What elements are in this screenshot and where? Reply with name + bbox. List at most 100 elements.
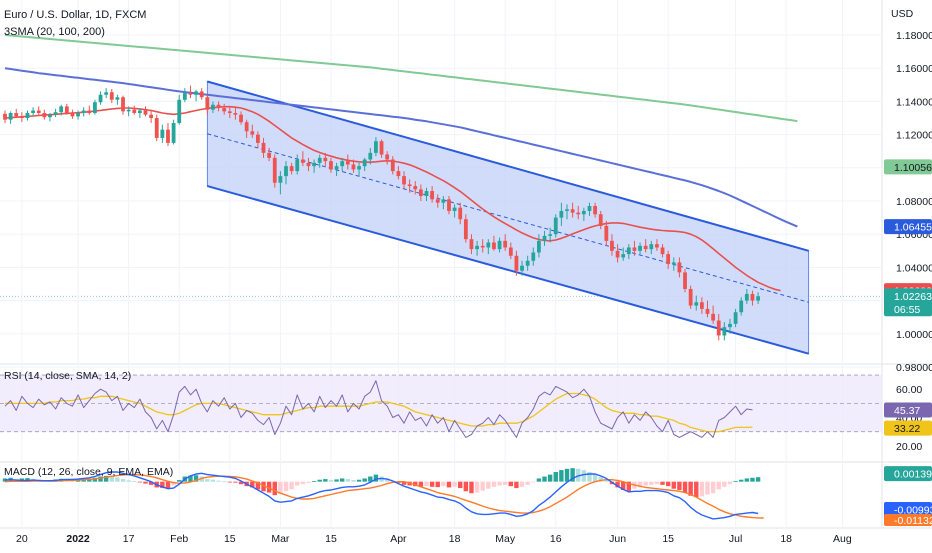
macd-hist-bar [373, 474, 379, 482]
candle [143, 106, 148, 117]
candle-body [480, 245, 485, 248]
macd-hist-bar [682, 481, 688, 493]
candle-body [300, 159, 305, 163]
macd-hist-bar [497, 481, 502, 486]
candle-body [537, 240, 541, 253]
candle [542, 230, 547, 246]
candle-body [42, 113, 47, 118]
candle [126, 106, 131, 117]
candle-body [694, 302, 699, 306]
candle [317, 154, 322, 168]
macd-hist-bar [727, 481, 733, 485]
candle [441, 196, 446, 210]
candle [480, 239, 485, 253]
candle [182, 88, 187, 103]
candle [565, 204, 569, 220]
candle [632, 240, 637, 256]
rsi-ma-tag-box [884, 420, 932, 436]
sma200-line [4, 34, 798, 123]
candle-body [284, 166, 288, 177]
candle-body [227, 111, 232, 114]
candle [638, 242, 642, 255]
macd-hist-bar [536, 478, 542, 482]
macd-signal-tag-box [884, 514, 932, 526]
candle-body [374, 141, 378, 153]
macd-hist-bar [474, 481, 480, 493]
candle [660, 244, 665, 258]
study-title: 3SMA (20, 100, 200) [4, 26, 105, 38]
macd-hist-bar [592, 473, 598, 482]
candle [199, 88, 204, 100]
last-price-tag-text: 1.02263 [894, 291, 932, 303]
candle-body [64, 106, 69, 114]
macd-hist-bar [300, 481, 306, 485]
macd-hist-bar [345, 479, 351, 482]
macd-hist-bar [542, 476, 547, 482]
last-price-tag-box [884, 288, 932, 317]
candle-body [199, 91, 204, 98]
macd-hist-bar [508, 481, 513, 487]
candle [553, 214, 558, 238]
macd-hist-bar [148, 481, 154, 485]
candle-body [615, 250, 620, 258]
candle [452, 204, 457, 218]
candle-body [756, 296, 760, 301]
candle-body [660, 247, 665, 255]
candle [98, 91, 103, 105]
candle [497, 237, 502, 253]
macd-hist-bar [188, 475, 193, 482]
macd-hist-bar [351, 480, 356, 482]
time-tick-label: 17 [123, 533, 135, 545]
price-tick-label: 1.00000 [896, 329, 932, 341]
candle-body [177, 99, 182, 123]
macd-hist-bar [221, 481, 227, 483]
candle [250, 124, 255, 138]
macd-hist-bar [334, 479, 339, 482]
candle [121, 95, 125, 115]
candle-body [143, 110, 148, 115]
macd-hist-bar [424, 481, 429, 487]
macd-hist-bar [216, 480, 221, 482]
candle [81, 107, 86, 117]
candle-body [610, 240, 614, 251]
macd-hist-bar [340, 478, 345, 482]
candle [306, 157, 311, 172]
candle [3, 110, 7, 123]
candle [256, 131, 260, 148]
candle-body [205, 97, 210, 110]
candle [716, 313, 721, 341]
macd-hist-bar [323, 479, 328, 482]
candle [115, 94, 120, 105]
candle [289, 162, 294, 175]
candle-body [435, 199, 440, 203]
macd-hist-tag-text: 0.00139 [894, 469, 932, 481]
candle-body [452, 207, 457, 211]
macd-hist-bar [295, 481, 300, 486]
candle-body [553, 217, 558, 235]
candle-body [194, 91, 198, 95]
price-tick-label: 0.98000 [896, 362, 932, 374]
macd-hist-bar [126, 480, 131, 482]
candle [239, 111, 243, 125]
candle-body [739, 300, 744, 313]
macd-hist-bar [643, 481, 648, 486]
candle-body [25, 113, 30, 118]
candle-body [216, 104, 221, 109]
macd-hist-bar [553, 472, 558, 482]
macd-pane [2, 468, 764, 520]
macd-line [4, 471, 759, 520]
candle-body [463, 219, 468, 240]
macd-hist-bar [165, 481, 171, 489]
macd-hist-bar [688, 481, 693, 496]
candle-body [458, 207, 463, 220]
candle [722, 322, 727, 341]
candle [492, 235, 496, 251]
macd-hist-bar [356, 479, 362, 482]
candle [227, 106, 232, 118]
candle-body [166, 129, 170, 143]
candle [688, 285, 693, 309]
macd-hist-bar [598, 477, 603, 482]
price-tick-label: 1.08000 [896, 196, 932, 208]
